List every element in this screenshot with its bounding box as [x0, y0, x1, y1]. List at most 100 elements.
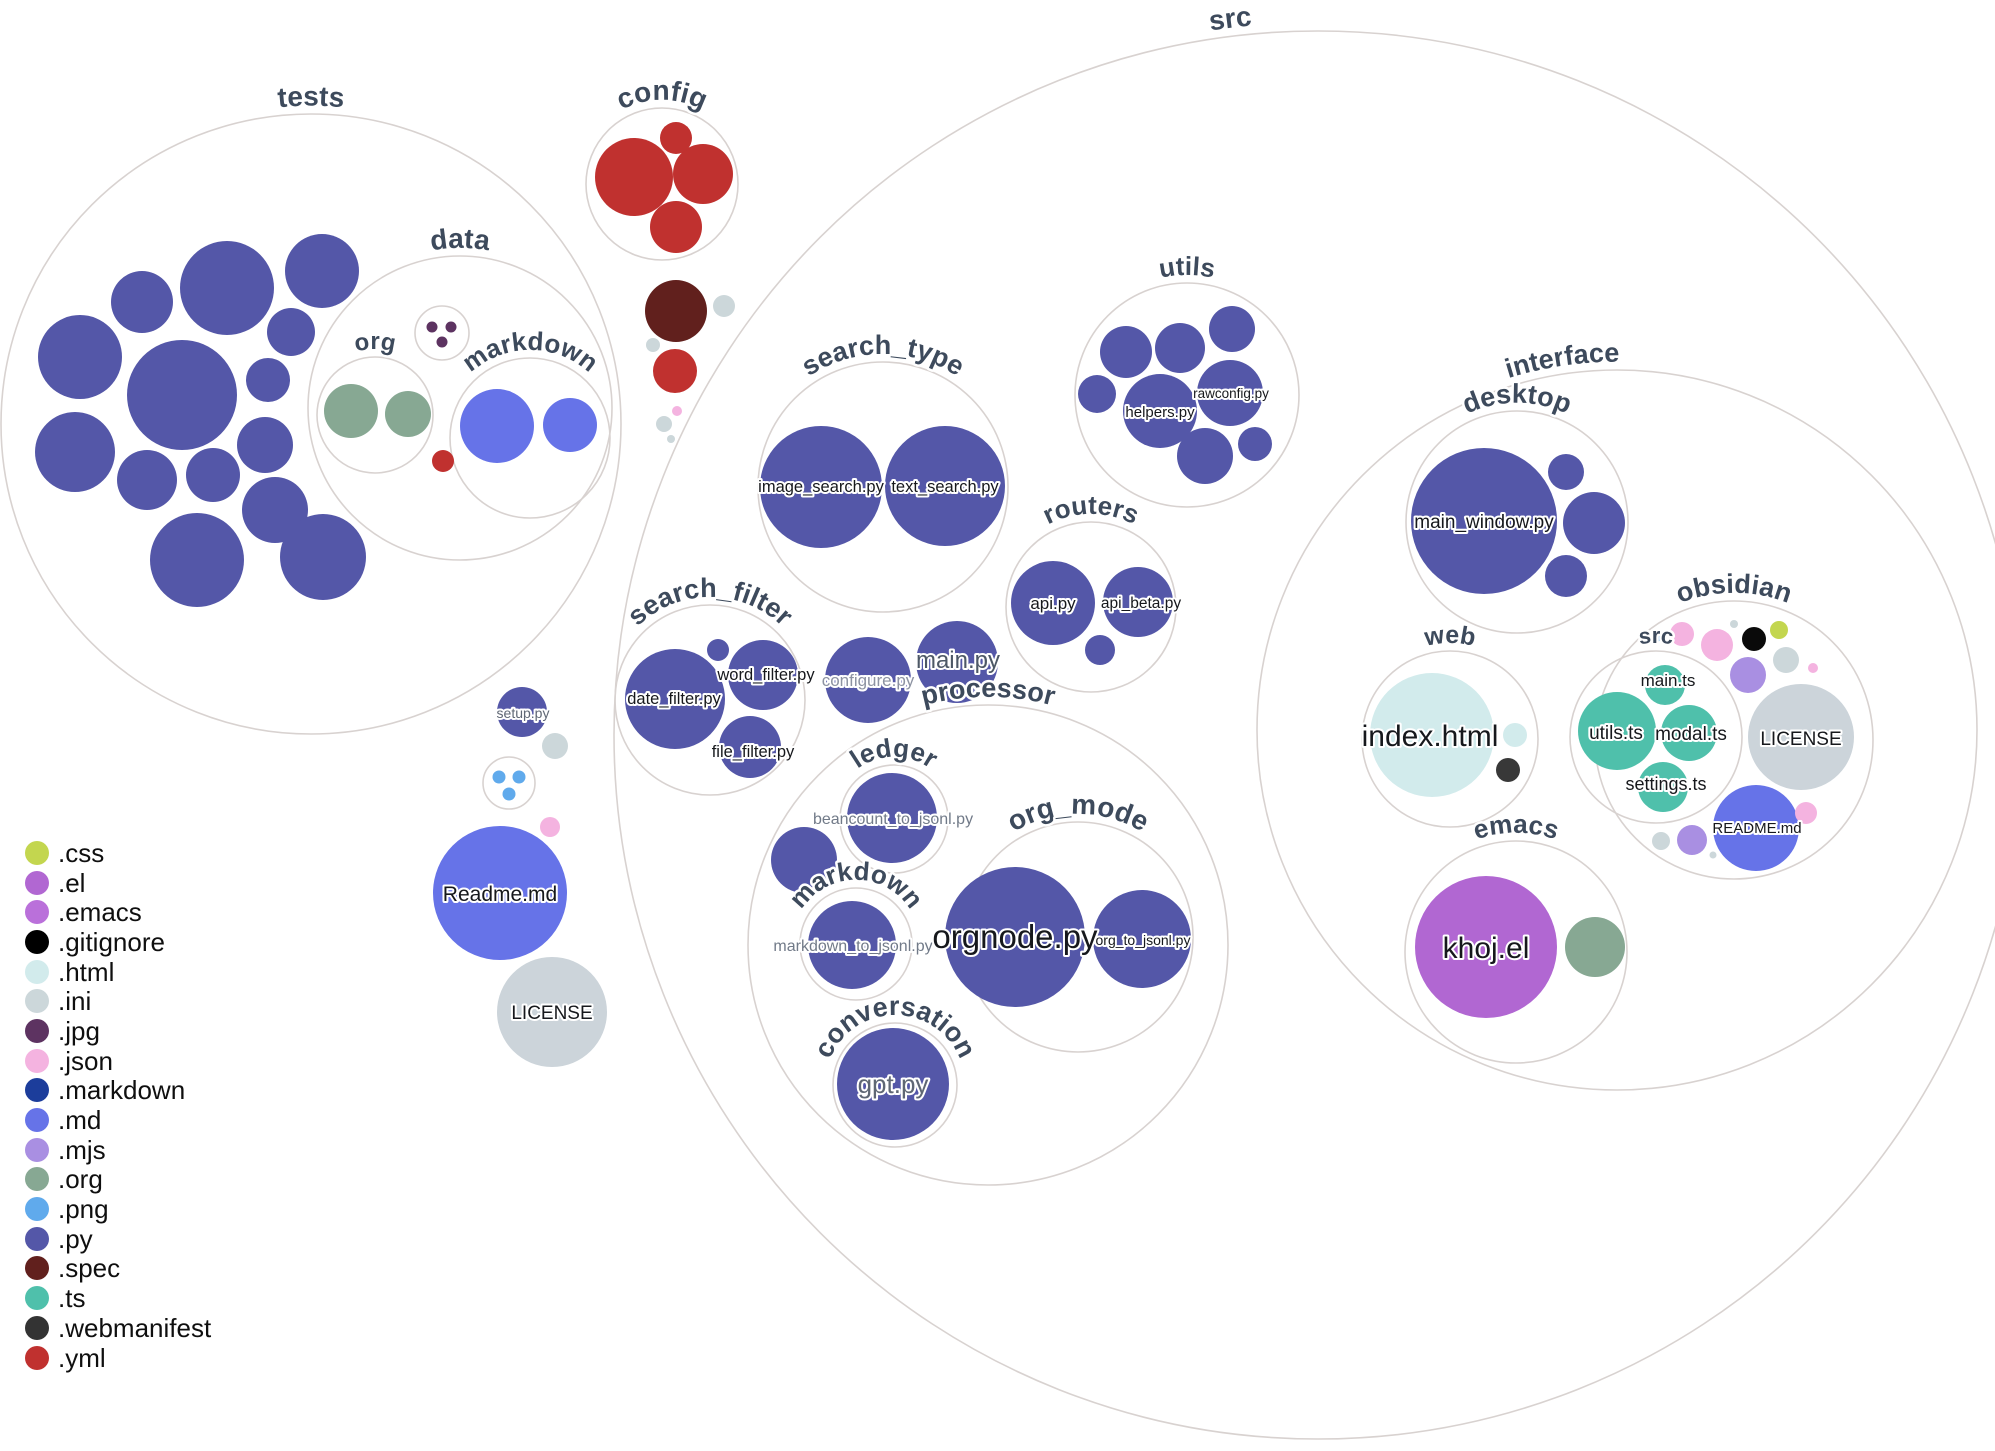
file-dot-gitignore[interactable] — [1742, 627, 1766, 651]
file-dot-py[interactable] — [242, 477, 308, 543]
file-dot-py[interactable] — [1548, 454, 1584, 490]
file-dot-py[interactable] — [111, 271, 173, 333]
tests-py-files[interactable] — [35, 234, 366, 607]
file-dot-ini[interactable] — [667, 435, 675, 443]
file-markdown-to-jsonl-circle[interactable] — [808, 901, 896, 989]
file-dot-mjs[interactable] — [1730, 657, 1766, 693]
file-dot-py[interactable] — [771, 827, 837, 893]
file-image-search-circle[interactable] — [760, 426, 882, 548]
file-dot-webmanifest[interactable] — [1496, 758, 1520, 782]
file-dot-py[interactable] — [186, 448, 240, 502]
file-settings-ts-circle[interactable] — [1638, 762, 1688, 812]
file-dot-json[interactable] — [1808, 663, 1818, 673]
file-license-circle[interactable] — [497, 957, 607, 1067]
file-dot-png[interactable] — [512, 770, 526, 784]
file-dot-py[interactable] — [1545, 555, 1587, 597]
file-dot-json[interactable] — [540, 817, 560, 837]
file-text-search-circle[interactable] — [885, 426, 1005, 546]
file-main-ts-circle[interactable] — [1645, 665, 1685, 705]
file-dot-ini[interactable] — [656, 416, 672, 432]
file-dot-py[interactable] — [1100, 326, 1152, 378]
file-dot-mjs[interactable] — [1677, 825, 1707, 855]
file-dot-org[interactable] — [1565, 917, 1625, 977]
file-khoj-el-circle[interactable] — [1415, 876, 1557, 1018]
file-dot-ini[interactable] — [1730, 620, 1738, 628]
file-dot-org[interactable] — [385, 391, 431, 437]
folder-interface-circle[interactable] — [1256, 369, 1978, 1091]
folder-data-markdown-circle[interactable] — [449, 357, 611, 519]
folder-emacs-circle[interactable] — [1404, 840, 1628, 1064]
file-dot-css[interactable] — [1770, 621, 1788, 639]
file-setup-py-circle[interactable] — [497, 687, 547, 737]
file-dot-ini[interactable] — [713, 295, 735, 317]
file-dot-py[interactable] — [1209, 306, 1255, 352]
file-readme-circle[interactable] — [433, 826, 567, 960]
file-beancount-circle[interactable] — [847, 773, 937, 863]
folder-search-filter-circle[interactable] — [614, 604, 806, 796]
file-dot-jpg[interactable] — [426, 321, 438, 333]
file-orgnode-circle[interactable] — [945, 867, 1085, 1007]
file-api-circle[interactable] — [1011, 561, 1095, 645]
file-configure-circle[interactable] — [825, 637, 911, 723]
file-dot-png[interactable] — [1650, 630, 1662, 642]
file-dot-py[interactable] — [150, 513, 244, 607]
file-dot-png[interactable] — [492, 770, 506, 784]
file-helpers-circle[interactable] — [1123, 374, 1197, 448]
file-dot-yml[interactable] — [650, 201, 702, 253]
file-dot-json[interactable] — [1701, 629, 1733, 661]
folder-tests-circle[interactable] — [0, 113, 622, 735]
file-dot-ini[interactable] — [1709, 851, 1717, 859]
file-dot-py[interactable] — [117, 450, 177, 510]
file-dot-py[interactable] — [1085, 635, 1115, 665]
folder-ledger-circle[interactable] — [839, 764, 949, 874]
folder-org-circle[interactable] — [316, 356, 434, 474]
folder-src-circle[interactable] — [613, 30, 1995, 1440]
file-dot-md[interactable] — [543, 398, 597, 452]
file-dot-py[interactable] — [267, 308, 315, 356]
file-dot-yml[interactable] — [660, 122, 692, 154]
file-dot-ini[interactable] — [542, 733, 568, 759]
file-date-filter-circle[interactable] — [625, 649, 725, 749]
file-dot-py[interactable] — [246, 358, 290, 402]
file-file-filter-circle[interactable] — [719, 716, 781, 778]
file-dot-ini[interactable] — [646, 338, 660, 352]
file-main-py-circle[interactable] — [916, 621, 998, 703]
file-org-to-jsonl-circle[interactable] — [1093, 890, 1191, 988]
file-dot-json[interactable] — [1795, 802, 1817, 824]
file-dot-yml[interactable] — [432, 450, 454, 472]
folder-data-circle[interactable] — [307, 255, 613, 561]
file-rawconfig-circle[interactable] — [1197, 360, 1263, 426]
file-dot-py[interactable] — [280, 514, 366, 600]
file-index-html-circle[interactable] — [1370, 673, 1494, 797]
file-dot-py[interactable] — [1563, 492, 1625, 554]
file-dot-jpg[interactable] — [436, 336, 448, 348]
folder-images-circle[interactable] — [414, 305, 470, 361]
folder-proc-markdown-circle[interactable] — [799, 887, 913, 1001]
folder-desktop-circle[interactable] — [1405, 410, 1629, 634]
folder-obsidian-src-circle[interactable] — [1569, 650, 1743, 824]
file-dot-py[interactable] — [707, 639, 729, 661]
file-dot-yml[interactable] — [653, 349, 697, 393]
file-api-beta-circle[interactable] — [1103, 567, 1173, 637]
file-dot-html[interactable] — [1503, 723, 1527, 747]
file-dot-png[interactable] — [502, 787, 516, 801]
file-dot-py[interactable] — [1078, 375, 1116, 413]
file-dot-yml[interactable] — [673, 144, 733, 204]
file-dot-py[interactable] — [180, 241, 274, 335]
file-obsidian-license-circle[interactable] — [1748, 684, 1854, 790]
folder-search-type-circle[interactable] — [757, 361, 1009, 613]
file-dot-yml[interactable] — [595, 138, 673, 216]
file-dot-org[interactable] — [324, 384, 378, 438]
file-utils-ts-circle[interactable] — [1578, 692, 1656, 770]
file-dot-py[interactable] — [127, 340, 237, 450]
file-dot-py[interactable] — [38, 315, 122, 399]
file-obsidian-readme-circle[interactable] — [1713, 785, 1799, 871]
file-dot-py[interactable] — [1177, 428, 1233, 484]
file-word-filter-circle[interactable] — [728, 640, 798, 710]
folder-conversation-circle[interactable] — [832, 1022, 958, 1148]
file-dot-spec[interactable] — [645, 280, 707, 342]
file-dot-py[interactable] — [237, 417, 293, 473]
folder-png-circle[interactable] — [482, 756, 536, 810]
folder-processor-circle[interactable] — [747, 704, 1229, 1186]
file-dot-json[interactable] — [1670, 622, 1694, 646]
